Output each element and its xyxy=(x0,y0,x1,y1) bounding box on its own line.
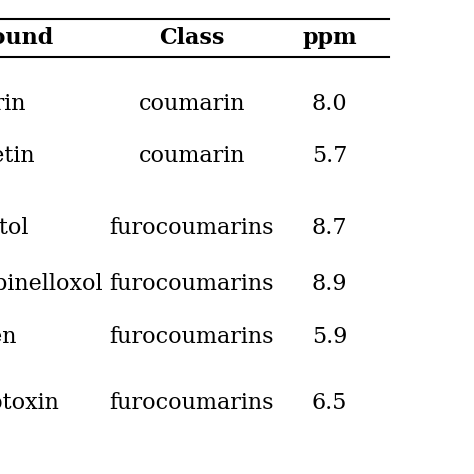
Text: furocoumarins: furocoumarins xyxy=(109,326,274,347)
Text: coumarin: coumarin xyxy=(139,146,245,167)
Text: isopimpinelloxol: isopimpinelloxol xyxy=(0,273,103,295)
Text: 8.0: 8.0 xyxy=(311,93,347,115)
Text: 5.9: 5.9 xyxy=(312,326,347,347)
Text: 8.7: 8.7 xyxy=(312,217,347,238)
Text: ppm: ppm xyxy=(302,27,357,49)
Text: coumarin: coumarin xyxy=(139,93,245,115)
Text: Compound: Compound xyxy=(0,27,54,49)
Text: 6.5: 6.5 xyxy=(312,392,347,414)
Text: 8.9: 8.9 xyxy=(312,273,347,295)
Text: psoralen: psoralen xyxy=(0,326,17,347)
Text: furocoumarins: furocoumarins xyxy=(109,217,274,238)
Text: bergaptol: bergaptol xyxy=(0,217,29,238)
Text: 5.7: 5.7 xyxy=(312,146,347,167)
Text: phelloptoxin: phelloptoxin xyxy=(0,392,59,414)
Text: Class: Class xyxy=(159,27,225,49)
Text: furocoumarins: furocoumarins xyxy=(109,273,274,295)
Text: coumarin: coumarin xyxy=(0,93,26,115)
Text: furocoumarins: furocoumarins xyxy=(109,392,274,414)
Text: scopoletin: scopoletin xyxy=(0,146,35,167)
